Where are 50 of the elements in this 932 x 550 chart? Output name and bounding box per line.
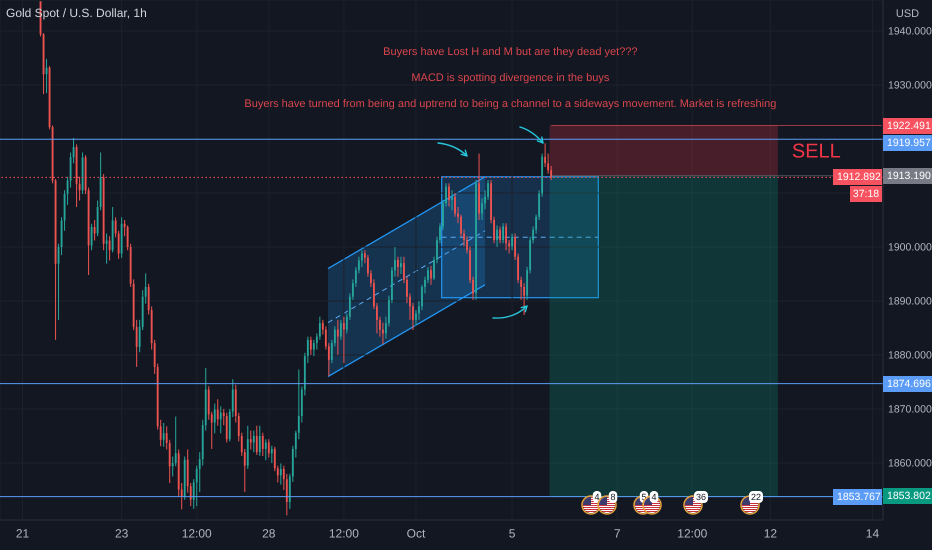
y-tick-label: 1890.000	[888, 296, 932, 308]
ref-line-label: 1922.491	[883, 118, 932, 134]
x-tick-label: 7	[614, 526, 621, 541]
candlestick	[400, 256, 402, 274]
candlestick	[106, 232, 108, 264]
x-tick-label: Oct	[406, 526, 426, 541]
band-label: SELL	[792, 140, 841, 163]
y-axis-title: USD	[896, 8, 920, 20]
annotation: 37:18	[850, 186, 882, 202]
x-tick-label: 28	[262, 526, 276, 541]
ref-line-label: 1874.696	[883, 376, 932, 392]
ref-line-label: 1913.190	[883, 168, 932, 184]
candlestick	[310, 336, 312, 356]
x-tick-label: 23	[114, 526, 129, 541]
y-tick-label: 1940.000	[888, 26, 932, 38]
candlestick	[94, 219, 96, 242]
annotation: Buyers have Lost H and M but are they dead yet???	[383, 46, 638, 58]
ref-line-label: 1853.802	[883, 488, 932, 504]
candlestick	[342, 316, 345, 364]
annotation: Buyers have turned from being and uptrend to being a channel to a sideways movement. Market is refreshing	[244, 98, 776, 110]
x-tick-label: 14	[866, 526, 880, 541]
candlestick	[451, 190, 453, 211]
candlestick	[505, 222, 507, 251]
x-tick-label: 12:00	[677, 526, 708, 541]
y-tick-label: 1870.000	[888, 404, 932, 416]
ref-line-label: 1919.957	[883, 134, 932, 151]
annotation: MACD is spotting divergence in the buys	[411, 72, 610, 84]
x-tick-label: 12:00	[182, 526, 212, 541]
x-tick-label: 12	[764, 526, 778, 541]
candlestick	[496, 224, 498, 248]
candlestick	[336, 319, 339, 356]
y-tick-label: 1930.000	[888, 80, 932, 92]
candlestick	[108, 236, 111, 261]
x-tick-label: 5	[508, 526, 516, 541]
candlestick	[340, 319, 342, 340]
y-tick-label: 1900.000	[888, 242, 932, 254]
x-tick-label: 21	[16, 526, 30, 541]
y-tick-label: 1880.000	[888, 350, 932, 362]
candlestick	[430, 265, 432, 286]
ref-line-label: 1853.767	[833, 488, 882, 505]
candlestick	[499, 226, 501, 244]
x-tick-label: 12:00	[328, 526, 360, 541]
candlestick	[46, 58, 48, 94]
y-tick-label: 1860.000	[888, 458, 932, 470]
candlestick	[90, 223, 93, 251]
candlestick	[448, 182, 450, 207]
ref-line-label: 1912.892	[833, 169, 882, 186]
candlestick	[502, 222, 504, 244]
candlestick	[511, 232, 514, 251]
candlestick	[397, 256, 399, 278]
